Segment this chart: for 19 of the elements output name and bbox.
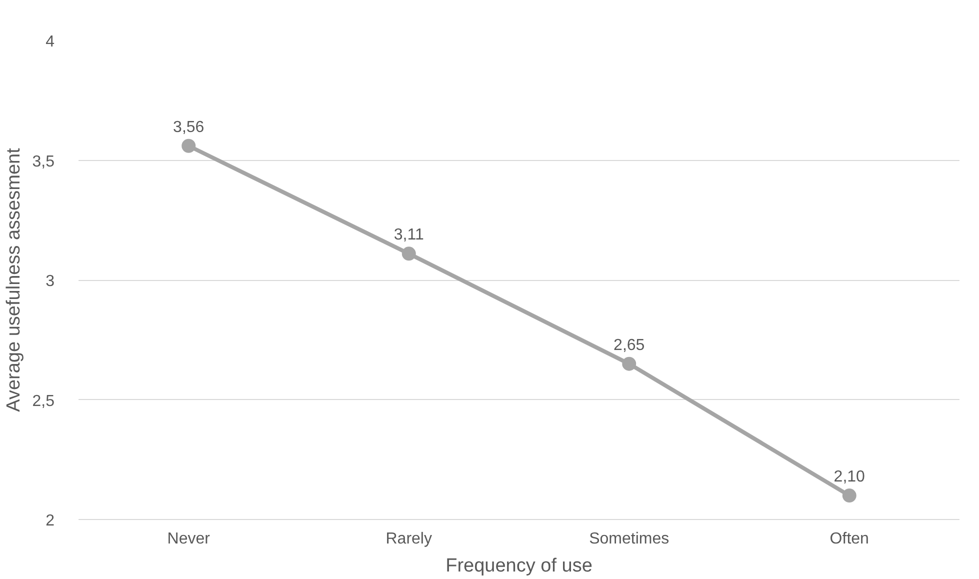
x-tick-label: Rarely [386, 530, 432, 548]
point [182, 138, 196, 153]
y-tick-label: 3,5 [32, 153, 55, 170]
x-tick-label: Sometimes [589, 530, 670, 548]
x-tick-label: Never [167, 530, 211, 548]
x-axis-title: Frequency of use [446, 556, 592, 576]
point [622, 356, 636, 371]
data-label: 3,56 [173, 118, 204, 136]
x-tick-label: Often [830, 530, 869, 548]
data-label: 2,65 [614, 336, 645, 354]
y-tick-label: 3 [46, 273, 55, 290]
y-tick-label: 2 [46, 512, 55, 530]
data-label: 3,11 [394, 226, 424, 244]
y-tick-label: 4 [46, 34, 55, 50]
y-tick-label: 2,5 [32, 392, 55, 410]
data-label: 2,10 [834, 468, 866, 486]
point [402, 246, 416, 261]
y-axis-title: Average usefulness assesment [3, 147, 24, 412]
point [842, 488, 856, 503]
